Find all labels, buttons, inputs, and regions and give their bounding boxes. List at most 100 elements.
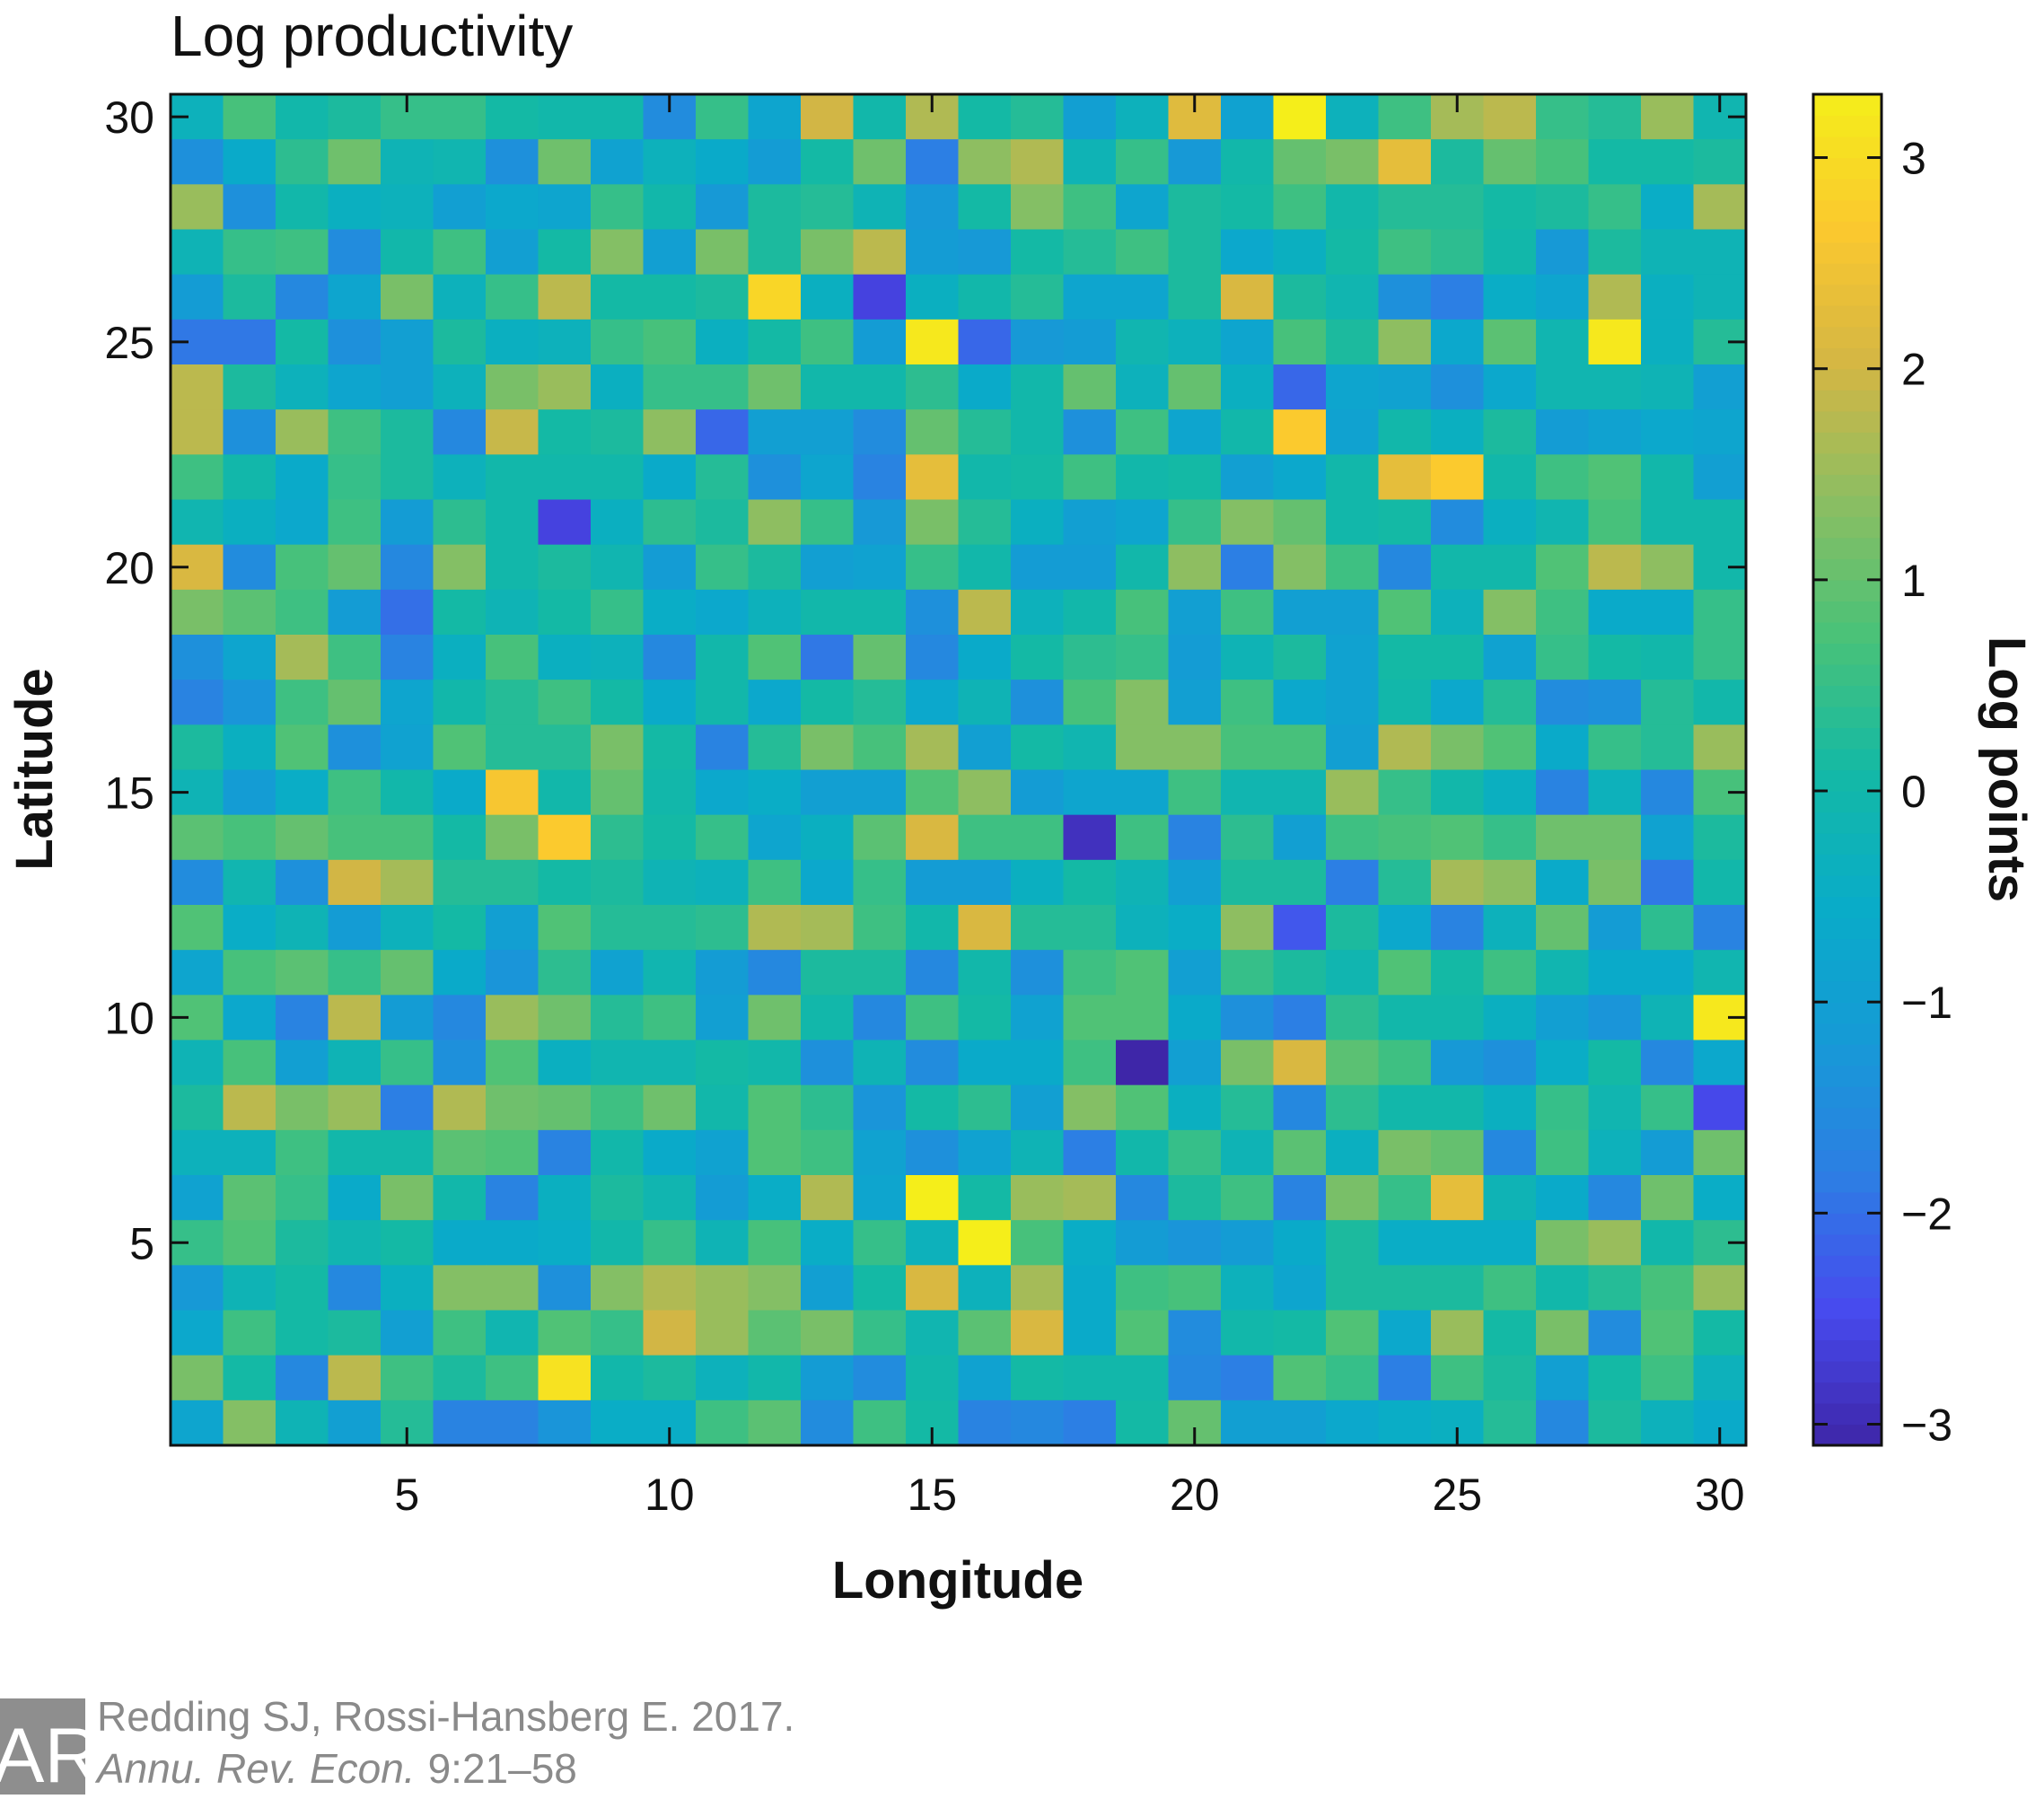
heatmap-cell: [1588, 364, 1642, 410]
colorbar-band: [1813, 791, 1882, 813]
heatmap-cell: [486, 724, 540, 771]
heatmap-cell: [1116, 319, 1170, 365]
heatmap-cell: [1273, 724, 1327, 771]
heatmap-cell: [1693, 1355, 1747, 1401]
heatmap-cell: [1483, 995, 1537, 1041]
heatmap-cell: [801, 139, 855, 185]
heatmap-cell: [328, 454, 382, 501]
heatmap-cell: [381, 1175, 434, 1221]
heatmap-cell: [171, 1129, 224, 1176]
heatmap-cell: [1693, 859, 1747, 906]
heatmap-cell: [1588, 680, 1642, 725]
heatmap-cell: [1431, 814, 1485, 861]
heatmap-cell: [1063, 1355, 1117, 1401]
heatmap-cell: [906, 1265, 960, 1312]
heatmap-cell: [1011, 274, 1065, 320]
heatmap-cell: [328, 905, 382, 951]
heatmap-cell: [748, 454, 802, 501]
heatmap-cell: [696, 769, 750, 816]
heatmap-cell: [1168, 724, 1222, 771]
heatmap-cell: [223, 1129, 276, 1176]
heatmap-cell: [1483, 454, 1537, 501]
heatmap-cell: [1693, 229, 1747, 276]
heatmap-cell: [1378, 769, 1432, 816]
heatmap-cell: [853, 409, 907, 455]
heatmap-cell: [171, 454, 224, 501]
heatmap-cell: [486, 589, 540, 636]
heatmap-cell: [958, 680, 1012, 725]
heatmap-cell: [853, 814, 907, 861]
heatmap-cell: [1536, 995, 1590, 1041]
heatmap-cell: [486, 1400, 540, 1446]
heatmap-cell: [276, 94, 329, 140]
heatmap-cell: [801, 1040, 855, 1086]
heatmap-cell: [958, 139, 1012, 185]
colorbar-tick-label: 3: [1901, 134, 1926, 184]
heatmap-cell: [643, 274, 697, 320]
heatmap-cell: [171, 1400, 224, 1446]
heatmap-cell: [171, 184, 224, 231]
heatmap-cell: [1378, 364, 1432, 410]
heatmap-cell: [486, 274, 540, 320]
heatmap-cell: [1693, 139, 1747, 185]
colorbar-band: [1813, 347, 1882, 370]
heatmap-cell: [276, 1355, 329, 1401]
heatmap-cell: [1483, 1265, 1537, 1312]
heatmap-cell: [1378, 139, 1432, 185]
heatmap-cell: [1116, 905, 1170, 951]
heatmap-cell: [748, 995, 802, 1041]
heatmap-cell: [1273, 1040, 1327, 1086]
heatmap-cell: [853, 724, 907, 771]
heatmap-cell: [1168, 319, 1222, 365]
heatmap-cell: [906, 1040, 960, 1086]
heatmap-cell: [1011, 229, 1065, 276]
heatmap-cell: [853, 544, 907, 591]
heatmap-cell: [1536, 814, 1590, 861]
colorbar-band: [1813, 579, 1882, 601]
heatmap-cell: [801, 905, 855, 951]
heatmap-cell: [1483, 1220, 1537, 1266]
heatmap-cell: [538, 319, 592, 365]
heatmap-cell: [1378, 1310, 1432, 1356]
heatmap-cell: [1273, 1265, 1327, 1312]
heatmap-cell: [1693, 454, 1747, 501]
heatmap-cell: [958, 454, 1012, 501]
heatmap-cell: [1431, 364, 1485, 410]
heatmap-cell: [1116, 139, 1170, 185]
heatmap-cell: [1273, 184, 1327, 231]
heatmap-cell: [1273, 139, 1327, 185]
heatmap-cell: [1011, 635, 1065, 680]
heatmap-cell: [1116, 1084, 1170, 1131]
heatmap-cell: [1378, 319, 1432, 365]
heatmap-cell: [1588, 635, 1642, 680]
colorbar-band: [1813, 558, 1882, 581]
heatmap-cell: [1588, 454, 1642, 501]
heatmap-cell: [1378, 905, 1432, 951]
heatmap-cell: [276, 905, 329, 951]
heatmap-cell: [801, 94, 855, 140]
heatmap-cell: [748, 319, 802, 365]
heatmap-cell: [1063, 409, 1117, 455]
heatmap-cell: [1168, 859, 1222, 906]
heatmap-cell: [1011, 814, 1065, 861]
heatmap-cell: [958, 94, 1012, 140]
heatmap-cell: [433, 1175, 487, 1221]
heatmap-cell: [381, 1129, 434, 1176]
heatmap-cell: [1483, 905, 1537, 951]
colorbar-tick-label: 2: [1901, 345, 1926, 395]
colorbar-band: [1813, 326, 1882, 348]
heatmap-cell: [486, 995, 540, 1041]
heatmap-cell: [1273, 544, 1327, 591]
heatmap-cell: [1378, 274, 1432, 320]
heatmap-cell: [486, 454, 540, 501]
heatmap-cell: [1483, 1084, 1537, 1131]
heatmap-cell: [1378, 454, 1432, 501]
heatmap-cell: [1273, 274, 1327, 320]
plot-frame: [169, 92, 1748, 1447]
heatmap-cell: [643, 905, 697, 951]
heatmap-cell: [591, 184, 645, 231]
heatmap-cell: [1588, 499, 1642, 546]
chart-title: Log productivity: [171, 4, 573, 68]
heatmap-cell: [1168, 589, 1222, 636]
